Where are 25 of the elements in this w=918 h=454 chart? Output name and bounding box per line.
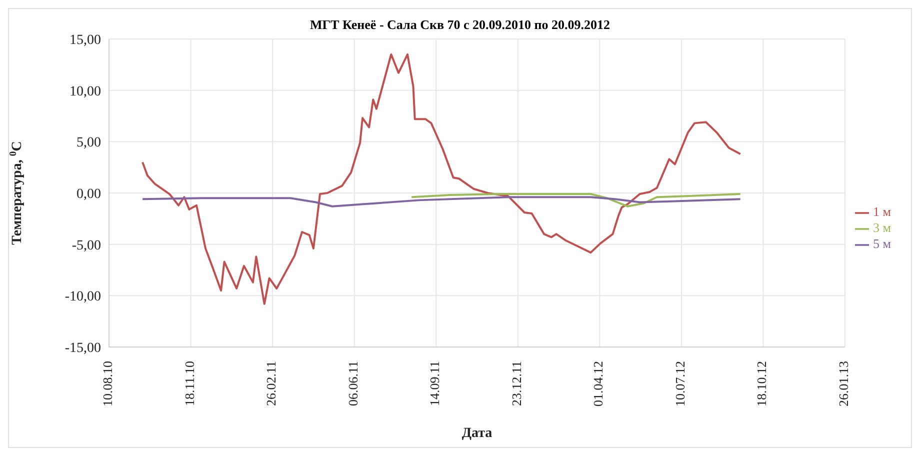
x-tick-label: 26.01.13 [836,361,851,406]
x-tick-label: 18.10.12 [754,361,770,406]
y-tick-label: -10,00 [64,290,101,305]
y-tick-label: 15,00 [70,32,101,48]
x-tick-label: 06.06.11 [345,361,360,406]
line-series [142,53,742,305]
y-tick-label: 5,00 [76,136,101,151]
legend-label: 1 м [873,204,891,219]
y-tick-label: -5,00 [72,238,101,254]
x-tick-label: 23.12.11 [508,361,524,406]
x-tick-label: 14.09.11 [427,361,442,406]
y-tick-label: 0,00 [76,186,101,202]
y-tick-label: -15,00 [64,340,101,356]
x-tick-label: 26.02.11 [264,361,279,406]
y-tick-label: 10,00 [70,84,101,100]
legend-label: 3 м [873,220,891,235]
x-axis-title: Дата [462,426,492,441]
x-tick-label: 10.07.12 [672,361,688,406]
x-tick-label: 10.08.10 [100,361,115,406]
line-series [142,196,742,208]
x-tick-label: 18.11.10 [182,361,197,406]
legend-label: 5 м [873,236,891,251]
line-series [410,193,742,208]
chart-title: МГТ Кенеё - Сала Скв 70 с 20.09.2010 по 20.09.2012 [310,17,610,32]
x-tick-label: 01.04.12 [590,361,606,406]
